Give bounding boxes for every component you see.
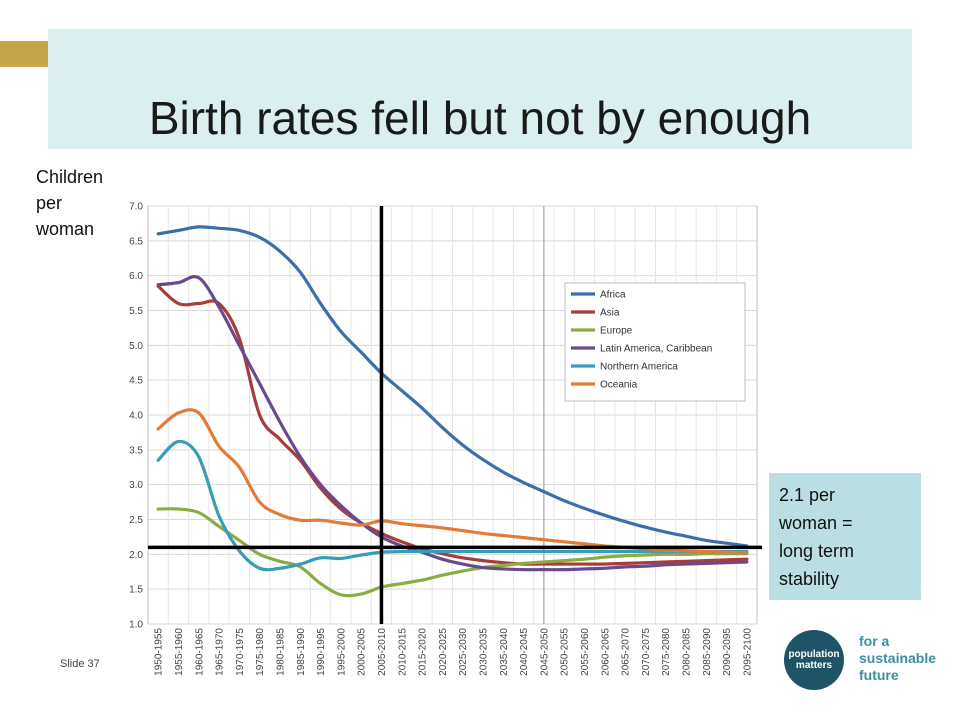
x-tick-label: 2010-2015 [397, 628, 408, 676]
legend-label: Europe [600, 326, 633, 337]
x-tick-label: 2055-2060 [580, 628, 591, 676]
legend-label: Asia [600, 308, 620, 319]
x-tick-label: 2080-2085 [681, 628, 692, 676]
x-tick-label: 1980-1985 [275, 628, 286, 676]
series-line-africa [156, 225, 749, 548]
x-tick-label: 2095-2100 [742, 628, 753, 676]
x-tick-label: 2065-2070 [621, 628, 632, 676]
legend-label: Northern America [600, 362, 678, 373]
x-tick-label: 1955-1960 [174, 628, 185, 676]
x-tick-label: 2040-2045 [519, 628, 530, 676]
x-tick-label: 2025-2030 [458, 628, 469, 676]
x-tick-label: 2020-2025 [438, 628, 449, 676]
slide-number: Slide 37 [60, 658, 100, 670]
series-line-northern-america [156, 439, 749, 572]
x-tick-label: 2075-2080 [661, 628, 672, 676]
x-tick-label: 1950-1955 [154, 628, 165, 676]
x-tick-label: 2070-2075 [641, 628, 652, 676]
legend-label: Oceania [600, 380, 638, 391]
x-tick-label: 2045-2050 [539, 628, 550, 676]
x-tick-label: 2090-2095 [722, 628, 733, 676]
x-tick-label: 2050-2055 [560, 628, 571, 676]
y-tick-label: 4.5 [129, 376, 143, 387]
y-tick-label: 7.0 [129, 202, 143, 213]
logo-tagline: for a sustainable future [859, 633, 937, 683]
y-axis-title-line: Children [36, 167, 104, 187]
x-tick-label: 1960-1965 [194, 628, 205, 676]
stability-note-text: 2.1 per woman = long term stability [779, 485, 855, 589]
series-line-europe [156, 507, 749, 598]
x-tick-label: 2085-2090 [702, 628, 713, 676]
series-line-asia [156, 284, 749, 566]
legend-box [564, 282, 746, 402]
stability-note: 2.1 per woman = long term stability [769, 473, 921, 600]
x-tick-label: 2000-2005 [357, 628, 368, 676]
y-tick-label: 2.5 [129, 515, 143, 526]
legend-label: Africa [600, 290, 626, 301]
y-tick-label: 3.5 [129, 445, 143, 456]
x-tick-label: 1975-1980 [255, 628, 266, 676]
y-tick-label: 3.0 [129, 480, 143, 491]
y-tick-label: 6.0 [129, 271, 143, 282]
logo-text: population matters [788, 649, 840, 671]
page-title: Birth rates fell but not by enough [148, 92, 812, 144]
x-tick-label: 2005-2010 [377, 628, 388, 676]
x-tick-label: 2060-2065 [600, 628, 611, 676]
birth-rate-chart: 1.0 1.5 2.0 2.5 3.0 3.5 4.0 4.5 5.0 5.5 6.0 6.5 7.0 1… [129, 202, 762, 676]
y-tick-label: 1.0 [129, 620, 143, 631]
x-tick-label: 1970-1975 [235, 628, 246, 676]
x-tick-label: 2035-2040 [499, 628, 510, 676]
y-tick-label: 1.5 [129, 585, 143, 596]
population-matters-logo: population matters for a sustainable fut… [784, 630, 954, 692]
y-tick-label: 5.0 [129, 341, 143, 352]
x-tick-label: 1965-1970 [215, 628, 226, 676]
logo-circle: population matters [784, 630, 844, 690]
y-axis-title-line: per [36, 193, 63, 213]
title-banner: Birth rates fell but not by enough [48, 29, 912, 149]
y-axis-title-line: woman [36, 219, 95, 239]
y-tick-label: 5.5 [129, 306, 143, 317]
x-tick-label: 1990-1995 [316, 628, 327, 676]
y-tick-label: 6.5 [129, 236, 143, 247]
y-axis-title: Children per woman [36, 164, 136, 242]
y-tick-label: 2.0 [129, 550, 143, 561]
x-tick-label: 1995-2000 [336, 628, 347, 676]
series-line-latin-america-caribbean [156, 275, 749, 572]
y-tick-label: 4.0 [129, 411, 143, 422]
x-tick-label: 2015-2020 [418, 628, 429, 676]
legend-label: Latin America, Caribbean [600, 344, 712, 355]
x-tick-label: 1985-1990 [296, 628, 307, 676]
x-tick-label: 2030-2035 [478, 628, 489, 676]
